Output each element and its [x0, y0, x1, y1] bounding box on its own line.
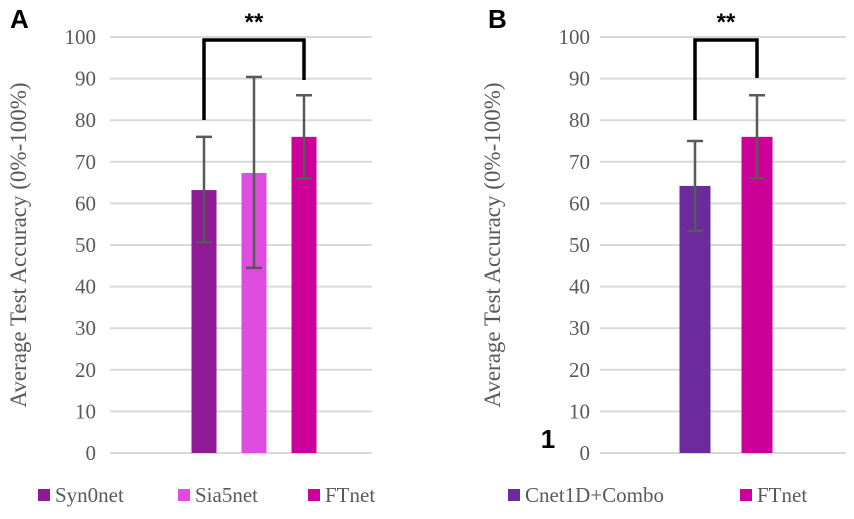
panel-label: A [10, 4, 29, 34]
y-tick-label: 40 [569, 275, 590, 299]
y-tick-label: 0 [86, 441, 97, 465]
y-tick-label: 10 [75, 399, 96, 423]
y-tick-label: 80 [75, 108, 96, 132]
y-tick-label: 60 [75, 191, 96, 215]
legend-label: Cnet1D+Combo [525, 483, 664, 507]
legend-swatch [308, 489, 320, 501]
y-axis-title: Average Test Accuracy (0%-100%) [6, 82, 31, 407]
y-tick-label: 30 [569, 316, 590, 340]
legend-swatch [178, 489, 190, 501]
y-tick-label: 100 [65, 25, 97, 49]
y-axis-title: Average Test Accuracy (0%-100%) [480, 82, 505, 407]
bar-ftnet [741, 136, 773, 453]
legend-label: Syn0net [55, 483, 124, 507]
y-tick-label: 0 [580, 441, 591, 465]
significance-label: ** [717, 9, 736, 36]
annotation: 1 [541, 424, 555, 454]
panel-label: B [488, 4, 507, 34]
significance-bracket [202, 38, 306, 120]
y-tick-label: 90 [75, 67, 96, 91]
y-tick-label: 70 [75, 150, 96, 174]
significance-bracket [693, 38, 759, 120]
y-tick-label: 50 [569, 233, 590, 257]
bar-ftnet [291, 136, 317, 453]
y-tick-label: 80 [569, 108, 590, 132]
y-tick-label: 40 [75, 275, 96, 299]
y-tick-label: 20 [75, 358, 96, 382]
y-tick-label: 90 [569, 67, 590, 91]
significance-label: ** [245, 9, 264, 36]
y-tick-label: 100 [559, 25, 591, 49]
y-tick-label: 50 [75, 233, 96, 257]
legend-swatch [740, 489, 752, 501]
legend-label: FTnet [325, 483, 375, 507]
y-tick-label: 10 [569, 399, 590, 423]
y-tick-label: 20 [569, 358, 590, 382]
legend-swatch [38, 489, 50, 501]
y-tick-label: 60 [569, 191, 590, 215]
legend-label: Sia5net [195, 483, 258, 507]
legend-label: FTnet [757, 483, 807, 507]
y-tick-label: 30 [75, 316, 96, 340]
legend-swatch [508, 489, 520, 501]
y-tick-label: 70 [569, 150, 590, 174]
